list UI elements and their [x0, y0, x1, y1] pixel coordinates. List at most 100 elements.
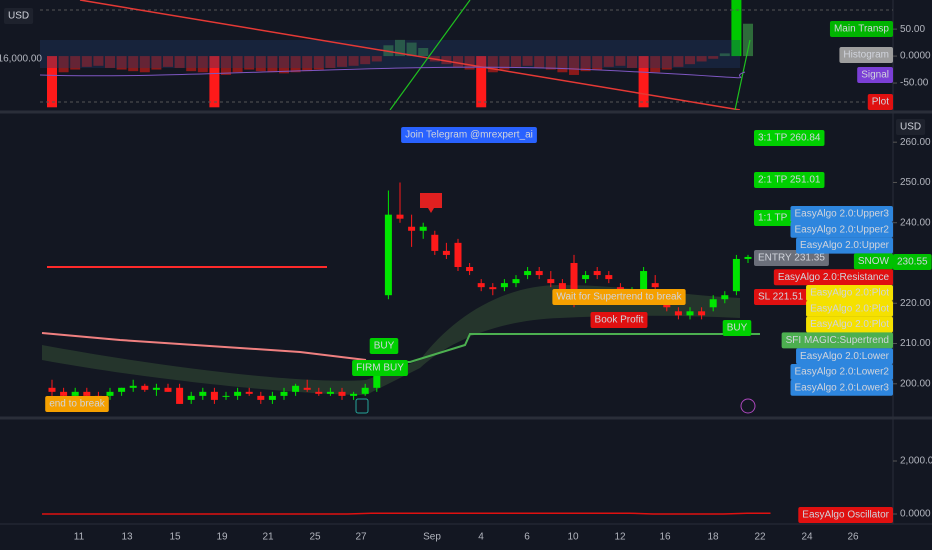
tag	[773, 269, 893, 286]
supertrend-down	[41, 332, 367, 361]
indicator-tag: EasyAlgo 2.0:Upper3	[794, 209, 889, 220]
histogram-bar	[197, 56, 208, 73]
histogram-bar	[139, 56, 150, 73]
signal-label: end to break	[49, 399, 106, 410]
y-tick-label: 260.00	[900, 137, 931, 148]
trend-line	[389, 0, 751, 110]
signal-label: BUY	[727, 323, 748, 334]
tag	[798, 507, 893, 523]
tag	[867, 94, 893, 110]
tag	[796, 237, 893, 254]
histogram-bar	[174, 56, 185, 68]
x-tick-label: 27	[355, 532, 367, 543]
tag	[806, 316, 893, 333]
x-tick-label: 6	[524, 532, 530, 543]
histogram-bar	[615, 56, 626, 66]
histogram-bar	[464, 56, 475, 70]
histogram-bar	[418, 47, 429, 57]
currency-button: USD	[8, 11, 29, 22]
histogram-bar	[302, 56, 313, 72]
last-price-tag: 230.55	[897, 257, 928, 268]
signal-line	[39, 66, 746, 79]
tag	[754, 250, 829, 266]
histogram-bar	[592, 56, 603, 70]
legend-tag: Plot	[872, 97, 889, 108]
tag	[754, 130, 825, 146]
histogram-bar	[719, 53, 730, 57]
trend-line	[79, 0, 741, 110]
histogram-bar	[569, 56, 579, 75]
histogram-bar	[534, 56, 545, 68]
legend-tag: Histogram	[843, 50, 889, 61]
cloud	[42, 285, 740, 395]
tag	[45, 396, 109, 412]
histogram-bar	[244, 56, 255, 70]
x-tick-label: 12	[614, 532, 626, 543]
histogram-bar	[163, 56, 173, 67]
top-decor	[39, 0, 893, 110]
tag	[853, 253, 893, 270]
histogram-bar	[93, 56, 104, 66]
histogram-bar	[661, 56, 672, 70]
tag	[790, 379, 893, 396]
tag	[790, 206, 893, 222]
legend-tag: Signal	[861, 70, 889, 81]
x-tick-label: 24	[801, 532, 813, 543]
histogram-bar	[325, 56, 336, 68]
histogram-bar	[337, 56, 347, 67]
histogram-bar	[650, 56, 661, 73]
y-tick-label: 250.00	[900, 177, 931, 188]
histogram-bar	[371, 56, 382, 62]
x-tick-label: 4	[478, 532, 484, 543]
tag	[839, 47, 893, 63]
tag	[754, 289, 808, 305]
trade-level-tag: SL 221.51	[758, 292, 804, 303]
histogram-bar	[545, 56, 556, 70]
x-tick-label: 25	[309, 532, 321, 543]
histogram-bar	[221, 56, 231, 75]
histogram-bar	[313, 56, 324, 70]
histogram-bar	[580, 56, 591, 72]
histogram-bar	[731, 0, 742, 57]
indicator-tag: SNOW	[858, 256, 890, 267]
x-tick-label: 16	[659, 532, 671, 543]
indicator-tag: EasyAlgo 2.0:Plot	[810, 303, 889, 314]
tag	[806, 285, 893, 301]
signal-label: Wait for Supertrend to break	[556, 292, 682, 303]
histogram-bar	[348, 56, 359, 66]
y-tick-label: 2,000.00	[900, 456, 932, 467]
y-tick-label: 50.00	[900, 24, 925, 35]
trade-level-tag: ENTRY 231.35	[758, 253, 825, 264]
histogram-bar	[627, 56, 637, 68]
tag	[590, 312, 648, 328]
x-tick-label: 21	[262, 532, 274, 543]
histogram-bar	[360, 56, 371, 65]
histogram-bar	[267, 56, 278, 73]
telegram-banner: Join Telegram @mrexpert_ai	[405, 130, 533, 141]
histogram-bar	[708, 56, 719, 59]
histogram-bar	[255, 56, 266, 72]
histogram-bar	[47, 56, 57, 108]
y-tick-label: 210.00	[900, 338, 931, 349]
histogram-bar	[441, 56, 452, 65]
signal-label: BUY	[374, 341, 395, 352]
tag	[352, 360, 408, 376]
tag	[369, 338, 399, 354]
trade-level-tag: 1:1 TP 241.18	[758, 213, 821, 224]
indicator-tag: SFI MAGIC:Supertrend	[786, 335, 889, 346]
histogram-bar	[81, 56, 92, 67]
histogram-bar	[638, 56, 649, 108]
histogram-bar	[105, 56, 115, 68]
trade-level-tag: 3:1 TP 260.84	[758, 133, 821, 144]
earnings-icon	[355, 398, 369, 414]
trade-level-tag: 2:1 TP 251.01	[758, 175, 821, 186]
indicator-tag: EasyAlgo 2.0:Resistance	[778, 272, 890, 283]
event-icon	[740, 398, 756, 414]
histogram-bar	[232, 56, 243, 73]
top-histogram	[47, 0, 753, 108]
x-tick-label: 19	[216, 532, 228, 543]
y-tick-label: 200.00	[900, 378, 931, 389]
tag	[790, 221, 893, 238]
histogram-bar	[116, 56, 127, 70]
